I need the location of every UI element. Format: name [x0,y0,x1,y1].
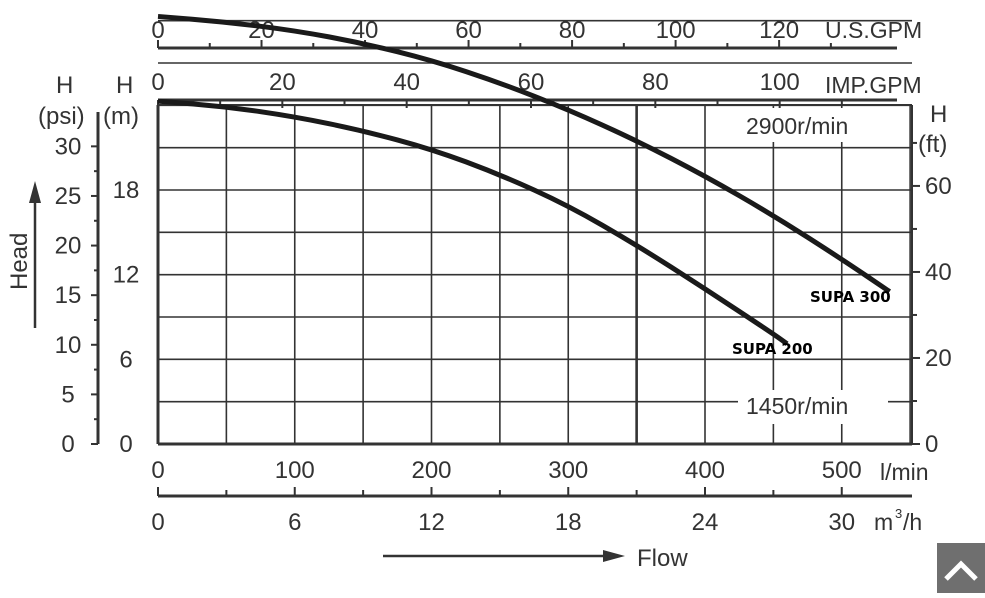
tick-label-us-gpm: 80 [559,17,586,44]
low-speed-label-bg [738,390,888,424]
tick-label-m3h: 24 [692,509,719,536]
tick-label-psi: 25 [55,183,82,210]
tick-label-m3h: 0 [151,509,164,536]
tick-label-m: 18 [113,177,140,204]
axes [91,40,920,498]
tick-label-psi: 15 [55,282,82,309]
scroll-to-top-button[interactable] [937,543,985,593]
m-axis-label-unit: (m) [103,103,139,130]
tick-label-m3h: 18 [555,509,582,536]
tick-label-ft: 0 [925,431,938,458]
tick-label-lmin: 300 [548,457,588,484]
tick-label-imp-gpm: 80 [642,69,669,96]
flow-arrow-head [603,550,625,562]
tick-label-m: 6 [119,346,132,373]
tick-label-lmin: 100 [275,457,315,484]
curve-supa-200 [157,98,789,346]
tick-label-lmin: 500 [822,457,862,484]
tick-label-us-gpm: 20 [248,17,275,44]
psi-axis-label-h: H [56,72,73,99]
high-speed-label-bg [738,108,888,142]
tick-label-us-gpm: 60 [455,17,482,44]
head-arrow-head [29,181,41,203]
tick-label-us-gpm: 120 [759,17,799,44]
ft-axis-label-h: H [930,101,947,128]
tick-label-psi: 0 [61,431,74,458]
m3h-axis-label-tail: /h [903,509,922,535]
tick-label-lmin: 400 [685,457,725,484]
tick-label-imp-gpm: 100 [760,69,800,96]
curve-supa-300 [157,13,892,294]
psi-axis-label-unit: (psi) [38,103,85,130]
m3h-axis-label-sup: 3 [895,506,902,521]
ft-axis-label-unit: (ft) [918,131,947,158]
m3h-axis-label-base: m [874,509,893,535]
tick-label-psi: 5 [61,381,74,408]
tick-label-m: 12 [113,262,140,289]
tick-label-us-gpm: 0 [151,17,164,44]
high-speed-label: 2900r/min [746,113,848,139]
tick-label-us-gpm: 40 [352,17,379,44]
tick-label-imp-gpm: 40 [393,69,420,96]
series-label-supa-200: SUPA 200 [732,340,813,358]
lmin-axis-label: l/min [880,459,929,485]
tick-label-ft: 20 [925,345,952,372]
tick-label-us-gpm: 100 [656,17,696,44]
performance-curves [157,13,892,346]
tick-label-psi: 10 [55,332,82,359]
tick-label-m3h: 6 [288,509,301,536]
tick-label-ft: 60 [925,173,952,200]
tick-label-psi: 20 [55,233,82,260]
tick-label-lmin: 200 [411,457,451,484]
tick-label-ft: 40 [925,259,952,286]
imp-gpm-axis-label: IMP.GPM [825,72,922,98]
series-label-supa-300: SUPA 300 [810,288,891,306]
us-gpm-axis-label: U.S.GPM [825,17,922,43]
tick-label-psi: 30 [55,133,82,160]
head-axis-label: Head [6,233,33,290]
low-speed-label: 1450r/min [746,393,848,419]
m-axis-label-h: H [116,72,133,99]
tick-label-m: 0 [119,431,132,458]
tick-label-imp-gpm: 0 [151,69,164,96]
chevron-up-icon [944,560,978,581]
tick-label-m3h: 30 [828,509,855,536]
flow-axis-label: Flow [637,545,688,572]
tick-label-lmin: 0 [151,457,164,484]
tick-label-m3h: 12 [418,509,445,536]
tick-label-imp-gpm: 20 [269,69,296,96]
